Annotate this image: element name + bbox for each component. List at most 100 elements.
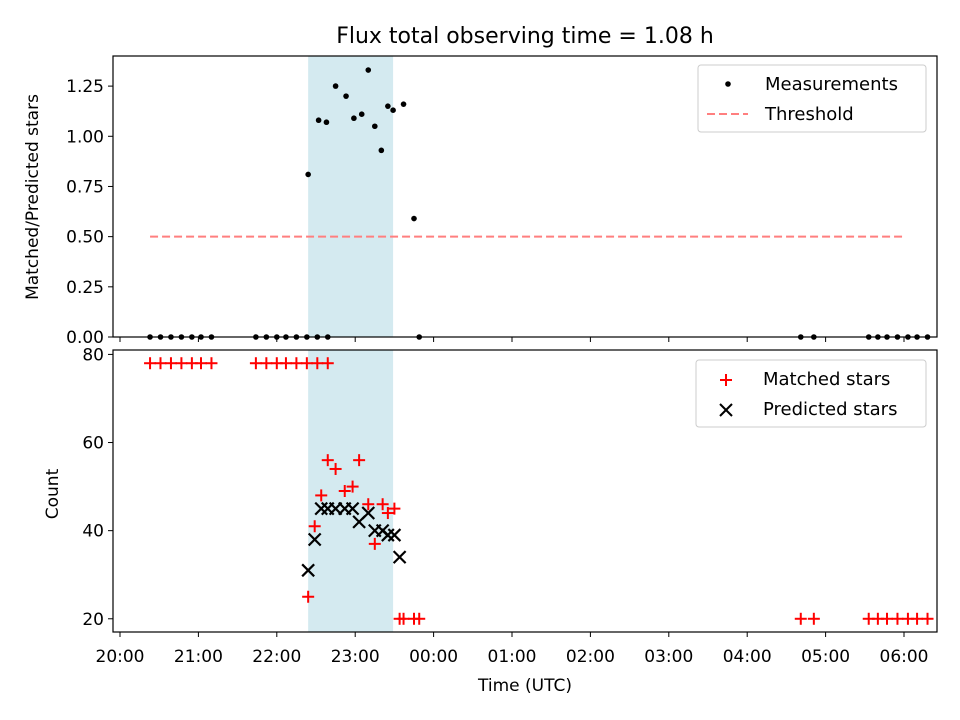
matched-star-point (164, 357, 177, 370)
measurement-point (323, 119, 330, 126)
top-y-ticks: 0.00 0.25 0.50 0.75 1.00 1.25 (66, 77, 113, 348)
top-y-tick-label: 1.00 (66, 127, 104, 147)
top-legend-box (697, 64, 927, 133)
measurement-point (305, 171, 311, 178)
matched-star-point (300, 357, 313, 370)
bottom-axes-frame (112, 349, 938, 633)
x-tick-label: 01:00 (488, 647, 537, 667)
matched-star-point (311, 357, 324, 370)
legend-predicted-label: Predicted stars (763, 399, 897, 420)
x-tick-label: 20:00 (96, 647, 145, 667)
legend-measurements-label: Measurements (765, 74, 898, 95)
matched-star-point (321, 454, 334, 467)
matched-star-point (376, 498, 389, 511)
matched-star-point (321, 357, 334, 370)
matched-star-point (144, 357, 157, 370)
predicted-star-point (392, 550, 407, 564)
matched-star-point (260, 357, 273, 370)
measurement-point (365, 67, 372, 73)
measurement-point (372, 123, 378, 130)
top-y-tick-label: 0.00 (66, 328, 104, 348)
x-axis-label: Time (UTC) (477, 676, 572, 696)
top-panel: Flux total observing time = 1.08 h 0.000… (23, 24, 938, 348)
matched-star-point (205, 357, 218, 370)
x-tick-label: 23:00 (331, 647, 380, 667)
matched-star-point (302, 590, 315, 603)
bottom-panel: 20 40 60 80 20:00 21:00 22:00 23:00 00:00 01:00 0… (43, 345, 938, 696)
measurement-point (343, 93, 349, 99)
measurement-point (315, 117, 322, 124)
matched-star-point (807, 612, 820, 625)
measurement-point (351, 115, 357, 122)
matched-star-point (413, 612, 426, 625)
chart-title: Flux total observing time = 1.08 h (336, 24, 714, 49)
predicted-star-point (361, 506, 376, 520)
matched-star-point (279, 357, 292, 370)
measurement-point (400, 101, 407, 107)
top-y-tick-label: 1.25 (66, 77, 104, 97)
x-tick-label: 03:00 (644, 647, 693, 667)
matched-star-point (911, 612, 924, 625)
top-highlight-span (308, 56, 394, 337)
predicted-star-point (345, 501, 360, 516)
bottom-y-tick-label: 20 (82, 610, 104, 630)
matched-star-point (346, 480, 359, 493)
x-tick-label: 04:00 (723, 647, 772, 667)
bottom-legend-box (695, 359, 927, 428)
top-y-tick-label: 0.75 (66, 177, 104, 197)
x-tick-label: 22:00 (252, 647, 301, 667)
x-tick-label: 02:00 (566, 647, 615, 667)
matched-star-point (362, 498, 375, 511)
x-tick-label: 05:00 (801, 647, 850, 667)
matched-star-point (881, 612, 894, 625)
matched-star-point (308, 520, 321, 533)
legend-matched-label: Matched stars (763, 369, 890, 390)
predicted-star-point (301, 563, 315, 578)
top-y-axis-label: Matched/Predicted stars (23, 94, 43, 300)
matched-star-point (329, 462, 342, 475)
measurement-point (378, 147, 385, 154)
top-x-ticks (119, 337, 905, 342)
bottom-x-ticks: 20:00 21:00 22:00 23:00 00:00 01:00 02:00 03:00… (96, 632, 929, 667)
bottom-y-axis-label: Count (43, 468, 63, 519)
bottom-y-ticks: 20 40 60 80 (82, 345, 113, 630)
x-tick-label: 00:00 (409, 647, 458, 667)
matched-star-point (794, 612, 807, 625)
top-legend: Measurements Threshold (697, 64, 927, 133)
measurement-point (385, 103, 391, 109)
matched-star-point (154, 357, 167, 370)
legend-matched-marker (720, 374, 732, 386)
matched-star-point (315, 489, 328, 502)
measurement-point (358, 111, 365, 118)
top-axes-frame (112, 55, 938, 338)
matched-star-point (388, 502, 401, 515)
x-tick-label: 21:00 (174, 647, 223, 667)
predicted-star-point (387, 528, 402, 542)
top-y-tick-label: 0.50 (66, 228, 104, 248)
matched-star-point (249, 357, 262, 370)
legend-predicted-marker (719, 403, 733, 417)
matched-star-point (353, 454, 366, 467)
matched-star-point (368, 537, 381, 550)
legend-threshold-label: Threshold (764, 104, 854, 125)
bottom-marks (144, 357, 934, 625)
matched-star-point (338, 485, 351, 497)
matched-star-point (921, 612, 934, 625)
bottom-y-tick-label: 80 (82, 345, 104, 365)
matched-star-point (397, 612, 410, 625)
measurement-point (332, 83, 339, 89)
predicted-star-point (307, 532, 322, 547)
matched-star-point (290, 357, 303, 370)
top-y-tick-label: 0.25 (66, 278, 104, 298)
bottom-y-tick-label: 60 (82, 434, 104, 454)
bottom-legend: Matched stars Predicted stars (695, 359, 927, 428)
matched-star-point (891, 612, 904, 625)
matched-star-point (195, 357, 208, 370)
matched-star-point (175, 357, 188, 370)
bottom-y-tick-label: 40 (82, 522, 104, 542)
legend-measurements-marker (725, 81, 731, 87)
measurement-point (411, 215, 417, 222)
x-tick-label: 06:00 (880, 647, 929, 667)
measurement-point (390, 107, 396, 113)
